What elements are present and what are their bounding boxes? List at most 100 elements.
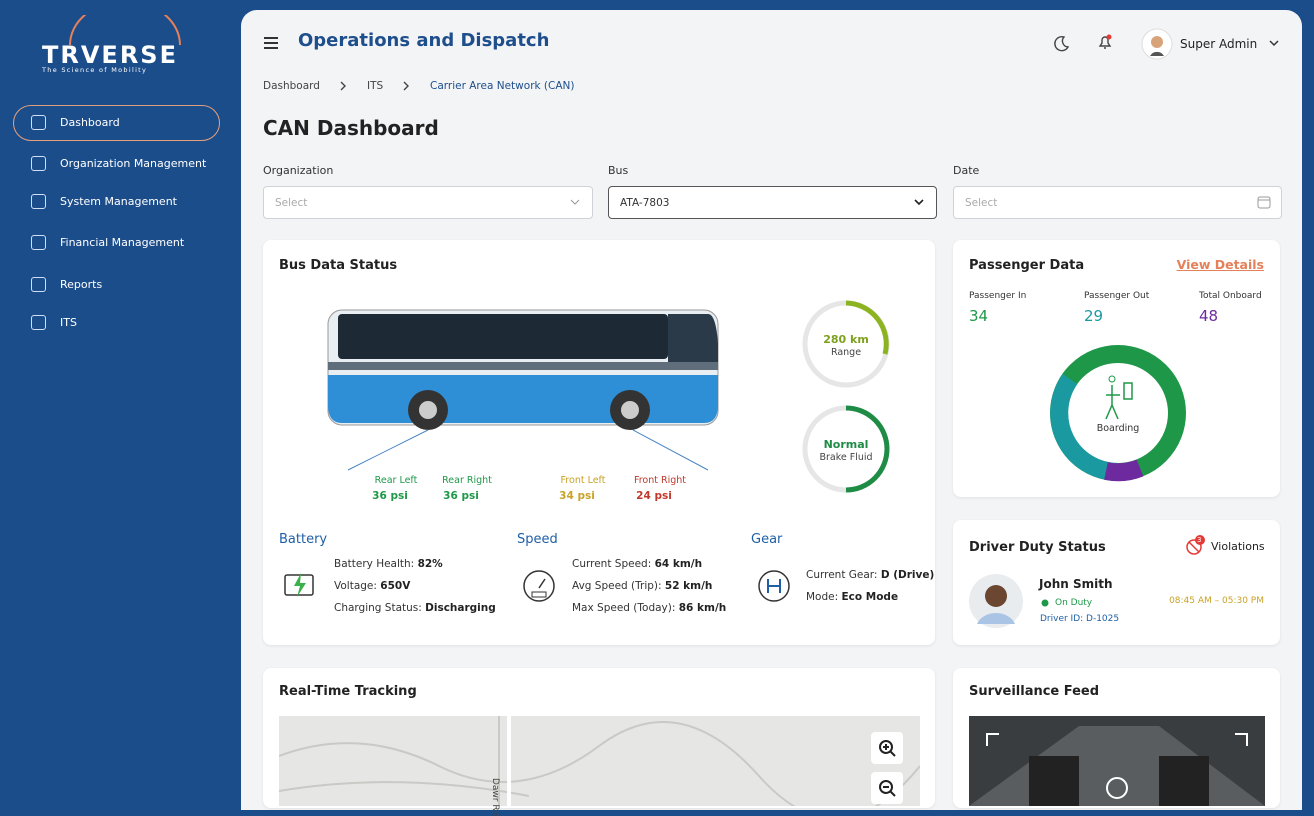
zoom-out[interactable]: [871, 772, 905, 806]
tire-value: 24 psi: [636, 490, 672, 502]
range-value: 280 km: [823, 333, 869, 346]
logo-arc: [69, 15, 181, 46]
logo: TRVERSE: [42, 41, 178, 69]
camera-feed[interactable]: [969, 716, 1265, 806]
bus-image: [327, 309, 719, 430]
violations-label[interactable]: Violations: [1211, 540, 1265, 553]
tagline: The Science of Mobility: [42, 66, 148, 74]
info-row: Battery Health: 82%: [334, 559, 443, 570]
menu-item[interactable]: Financial Management: [60, 236, 185, 249]
filter-label: Date: [953, 164, 980, 177]
breadcrumb: Carrier Area Network (CAN): [430, 80, 575, 92]
info-label: Voltage:: [334, 580, 377, 592]
zoom-in[interactable]: [871, 732, 905, 766]
tire-leaders: [347, 429, 709, 471]
filter-label: Organization: [263, 164, 334, 177]
info-value: 82%: [417, 558, 443, 570]
section-title: Speed: [517, 532, 558, 547]
menu-icon: [31, 194, 46, 209]
passenger-card: Passenger Data View Details Passenger In…: [953, 240, 1280, 497]
info-value: D (Drive): [880, 569, 935, 581]
info-label: Current Gear:: [806, 569, 878, 581]
driver-name: John Smith: [1039, 577, 1113, 591]
breadcrumb-sep: [403, 81, 409, 91]
driver-id: Driver ID: D-1025: [1040, 614, 1120, 624]
stat-value: 48: [1199, 307, 1219, 325]
filter-select[interactable]: ATA-7803: [608, 186, 937, 219]
calendar-icon: [1257, 196, 1271, 209]
info-label: Charging Status:: [334, 602, 422, 614]
card-title: Real-Time Tracking: [279, 684, 417, 699]
filter-value: Select: [965, 197, 998, 209]
avatar[interactable]: [1141, 28, 1173, 60]
menu-item[interactable]: Dashboard: [60, 116, 120, 129]
chevron: [570, 199, 580, 205]
info-row: Voltage: 650V: [334, 581, 410, 592]
violations-icon[interactable]: [1185, 534, 1207, 556]
info-row: Max Speed (Today): 86 km/h: [572, 603, 726, 614]
menu-icon: [31, 315, 46, 330]
driver-photo: [969, 574, 1023, 628]
filter-label: Bus: [608, 164, 629, 177]
driver-status: On Duty: [1055, 598, 1093, 608]
filter-select[interactable]: Select: [263, 186, 593, 219]
info-value: 52 km/h: [664, 580, 713, 592]
menu-item[interactable]: ITS: [60, 316, 77, 329]
notifications[interactable]: [1096, 33, 1114, 51]
active-item[interactable]: [13, 105, 220, 141]
menu-item[interactable]: System Management: [60, 195, 177, 208]
info-label: Max Speed (Today):: [572, 602, 676, 614]
card-title: Driver Duty Status: [969, 540, 1106, 555]
menu-item[interactable]: Organization Management: [60, 157, 207, 170]
range-label: Range: [830, 347, 862, 358]
section-title: Battery: [279, 532, 328, 547]
violations-count: 3: [1197, 536, 1202, 544]
surveillance-card: Surveillance Feed: [953, 668, 1280, 808]
menu-icon: [31, 115, 46, 130]
sidebar: TRVERSE The Science of Mobility Dashboar…: [0, 0, 240, 800]
bus-data-card: Bus Data Status Rear Left 36 psi Rear Righ…: [263, 240, 935, 645]
info-row: Current Speed: 64 km/h: [572, 559, 702, 570]
menu-item[interactable]: Reports: [60, 278, 103, 291]
brake-label: Brake Fluid: [819, 452, 873, 463]
chevron: [914, 199, 924, 206]
info-value: Discharging: [425, 602, 496, 614]
info-row: Mode: Eco Mode: [806, 592, 898, 603]
info-label: Current Speed:: [572, 558, 652, 570]
info-row: Avg Speed (Trip): 52 km/h: [572, 581, 712, 592]
info-label: Battery Health:: [334, 558, 415, 570]
section-title: Gear: [751, 532, 783, 547]
map-road-label: Dawr Rd: [490, 778, 500, 816]
boarding-donut: [1050, 345, 1186, 482]
driver-shift: 08:45 AM – 05:30 PM: [1169, 596, 1264, 606]
info-label: Mode:: [806, 591, 839, 603]
user-chevron[interactable]: [1268, 38, 1280, 48]
info-row: Current Gear: D (Drive): [806, 570, 934, 581]
breadcrumb-sep: [340, 81, 346, 91]
stat-label: Total Onboard: [1199, 291, 1262, 301]
tire-label: Rear Right: [442, 475, 492, 486]
info-label: Avg Speed (Trip):: [572, 580, 662, 592]
header-title: Operations and Dispatch: [298, 30, 550, 51]
map[interactable]: [279, 716, 920, 806]
menu-toggle[interactable]: [262, 36, 280, 50]
donut-label: Boarding: [1096, 423, 1140, 434]
page-title: CAN Dashboard: [263, 116, 439, 140]
user-name[interactable]: Super Admin: [1180, 37, 1258, 51]
breadcrumb[interactable]: Dashboard: [263, 80, 320, 92]
driver-card: Driver Duty Status 3 Violations John Smi…: [953, 520, 1280, 645]
gear-icon: [758, 570, 790, 602]
filter-select[interactable]: Select: [953, 186, 1282, 219]
tire-label: Rear Left: [374, 475, 418, 486]
card-title: Bus Data Status: [279, 258, 398, 273]
filter-value: ATA-7803: [620, 197, 670, 209]
theme-toggle[interactable]: [1052, 34, 1070, 52]
breadcrumb[interactable]: ITS: [367, 80, 384, 92]
info-row: Charging Status: Discharging: [334, 603, 496, 614]
status-dot: [1041, 599, 1049, 607]
view-details-link[interactable]: View Details: [1176, 257, 1264, 272]
stat-label: Passenger In: [969, 291, 1027, 301]
info-value: 650V: [380, 580, 411, 592]
brake-gauge: [802, 405, 890, 493]
info-value: 64 km/h: [654, 558, 703, 570]
